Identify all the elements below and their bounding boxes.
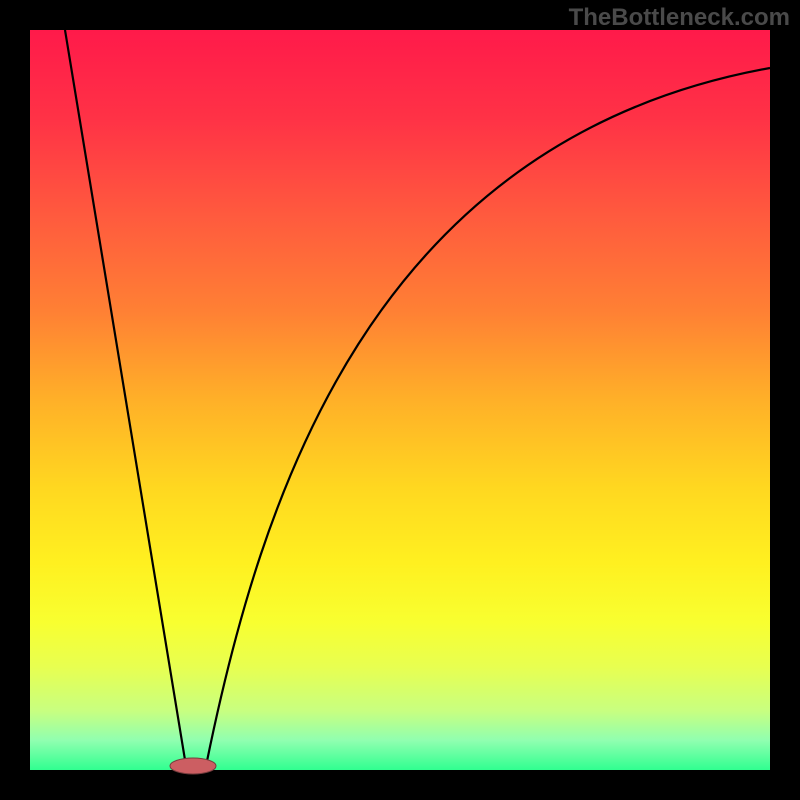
chart-container: TheBottleneck.com [0, 0, 800, 800]
watermark-text: TheBottleneck.com [569, 4, 790, 32]
bottleneck-chart [0, 0, 800, 800]
optimal-marker [170, 758, 216, 774]
plot-background [30, 30, 770, 770]
